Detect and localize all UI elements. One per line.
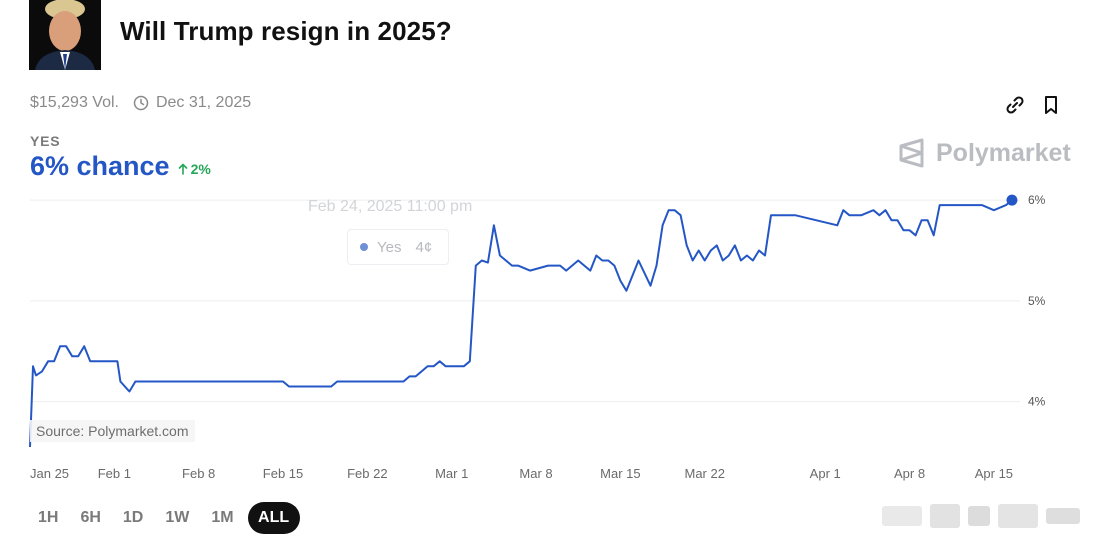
market-title: Will Trump resign in 2025? (120, 16, 452, 46)
bookmark-icon[interactable] (1040, 94, 1062, 116)
polymarket-logo-icon (899, 138, 924, 168)
chance-readout: 6% chance 2% (30, 151, 211, 182)
range-all-button[interactable]: ALL (247, 502, 300, 534)
market-meta: $15,293 Vol. Dec 31, 2025 (30, 94, 251, 112)
y-tick-label: 6% (1028, 193, 1046, 207)
x-tick-label: Apr 8 (894, 466, 925, 481)
x-tick-label: Feb 15 (263, 466, 303, 481)
y-tick-label: 5% (1028, 294, 1046, 308)
corner-watermark-icon (882, 504, 1080, 528)
link-icon[interactable] (1004, 94, 1026, 116)
arrow-up-icon (178, 163, 187, 175)
x-tick-label: Mar 1 (435, 466, 468, 481)
x-tick-label: Apr 15 (975, 466, 1013, 481)
x-tick-label: Jan 25 (30, 466, 69, 481)
range-1h-button[interactable]: 1H (38, 509, 59, 526)
range-6h-button[interactable]: 6H (80, 509, 101, 526)
x-tick-label: Feb 22 (347, 466, 387, 481)
chance-value: 6% chance (30, 151, 170, 181)
x-tick-label: Feb 1 (98, 466, 131, 481)
change-badge: 2% (178, 161, 211, 177)
x-tick-label: Feb 8 (182, 466, 215, 481)
tooltip-series: Yes (377, 238, 402, 256)
outcome-label: YES (30, 133, 61, 149)
x-tick-label: Mar 22 (684, 466, 724, 481)
watermark-text: Polymarket (936, 138, 1071, 167)
source-label: Source: Polymarket.com (30, 420, 195, 442)
x-tick-label: Mar 15 (600, 466, 640, 481)
end-date: Dec 31, 2025 (155, 94, 252, 111)
latest-point (1006, 194, 1018, 206)
range-1d-button[interactable]: 1D (122, 509, 144, 526)
time-range-selector: 1H 6H 1D 1W 1M ALL (30, 502, 306, 534)
series-line-yes (29, 199, 1013, 448)
x-tick-label: Mar 8 (519, 466, 552, 481)
x-tick-label: Apr 1 (810, 466, 841, 481)
chart-tooltip: Yes 4¢ (347, 229, 449, 265)
tooltip-date: Feb 24, 2025 11:00 pm (308, 198, 473, 215)
range-1w-button[interactable]: 1W (165, 509, 190, 526)
tooltip-value: 4¢ (415, 238, 433, 256)
volume-label: $15,293 Vol. (30, 94, 119, 111)
market-image (29, 0, 101, 70)
y-tick-label: 4% (1028, 395, 1046, 409)
range-1m-button[interactable]: 1M (211, 509, 234, 526)
change-value: 2% (190, 161, 211, 177)
polymarket-watermark: Polymarket (898, 138, 1071, 168)
series-dot (360, 243, 368, 251)
clock-icon (133, 95, 149, 111)
